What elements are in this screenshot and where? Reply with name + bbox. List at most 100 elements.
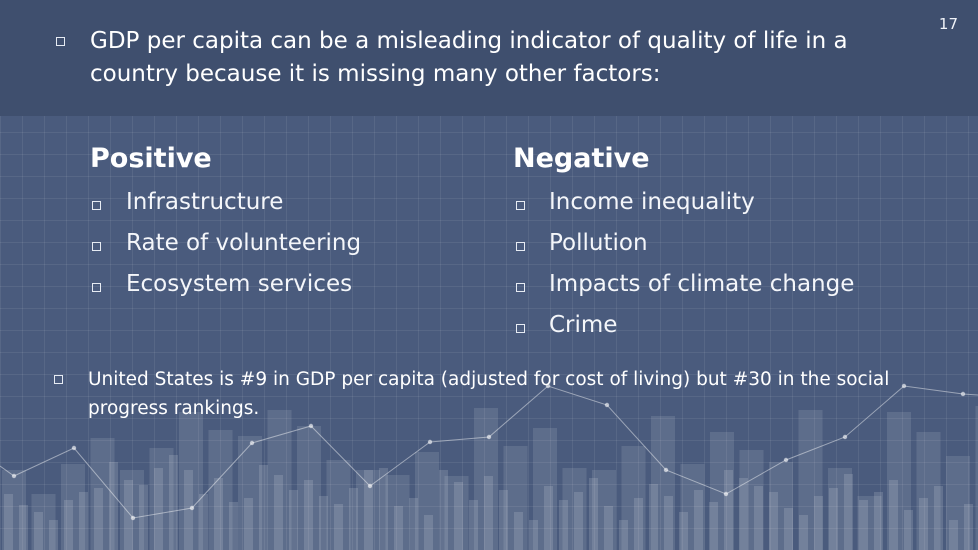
list-item: Pollution [549,230,648,256]
decorative-bar [214,478,223,550]
bullet-icon [92,201,101,210]
list-item: Crime [549,312,618,338]
decorative-bar [694,490,703,550]
decorative-bar [469,500,478,550]
decorative-point [901,383,907,389]
decorative-bar [544,486,553,550]
decorative-bar [828,468,852,550]
decorative-bar [710,432,734,550]
decorative-bar [574,492,583,550]
decorative-bar [621,446,646,550]
decorative-bar [94,488,103,550]
decorative-point [663,467,669,473]
decorative-bar [439,470,448,550]
decorative-bar [2,470,26,550]
decorative-bar [514,512,523,550]
decorative-bar [844,474,853,550]
decorative-bar [34,512,43,550]
decorative-bar [533,428,557,550]
decorative-bar [874,492,883,550]
decorative-point [130,515,136,521]
decorative-bar [592,470,616,550]
decorative-point [249,440,255,446]
decorative-point [783,457,789,463]
decorative-bar [274,475,283,550]
decorative-point [842,434,848,440]
decorative-bar [184,470,193,550]
decorative-bar [90,438,115,550]
decorative-bar [649,484,658,550]
list-item: Rate of volunteering [126,230,362,256]
decorative-bar [724,470,733,550]
decorative-bar [529,520,538,550]
decorative-bar [604,506,613,550]
decorative-bar [946,456,970,550]
decorative-bar [19,505,28,550]
decorative-bar [798,410,823,550]
decorative-bar [424,515,433,550]
decorative-bar [385,475,410,550]
decorative-bar [889,480,898,550]
decorative-bar [975,406,978,550]
decorative-bar [61,464,85,550]
decorative-bar [664,496,673,550]
decorative-bar [139,485,148,550]
decorative-bar [319,496,328,550]
decorative-bar [562,468,587,550]
decorative-bar [4,494,13,550]
decorative-point [427,439,433,445]
decorative-bar [326,460,351,550]
decorative-bar [829,488,838,550]
decorative-bar [259,465,268,550]
decorative-bar [799,515,808,550]
decorative-bar [267,410,292,550]
decorative-bar [229,502,238,550]
decorative-point [11,473,17,479]
decorative-bar [444,476,469,550]
positive-heading: Positive [90,143,212,174]
decorative-bar [244,498,253,550]
decorative-point [367,483,373,489]
decorative-bar [154,468,163,550]
decorative-bar [415,452,439,550]
bullet-icon [92,242,101,251]
list-item: Income inequality [549,189,755,215]
decorative-bar [739,450,764,550]
decorative-bar [964,504,973,550]
decorative-bar [887,412,911,550]
decorative-bar [634,498,643,550]
decorative-bar [499,490,508,550]
decorative-point [604,402,610,408]
decorative-point [189,505,195,511]
decorative-bar [769,492,778,550]
note-text: United States is #9 in GDP per capita (a… [88,369,890,419]
decorative-bar [31,494,56,550]
decorative-bar [919,498,928,550]
decorative-bar [859,500,868,550]
bullet-icon [516,201,525,210]
decorative-bar [709,502,718,550]
decorative-bar [754,486,763,550]
decorative-bar [814,496,823,550]
decorative-bar [208,430,233,550]
decorative-bar [334,504,343,550]
decorative-bar [769,462,793,550]
decorative-bar [304,480,313,550]
bullet-icon [56,37,65,46]
decorative-bar [379,468,388,550]
decorative-point [71,445,77,451]
decorative-point [723,491,729,497]
decorative-bar [679,512,688,550]
decorative-bar [454,482,463,550]
decorative-bar [120,470,144,550]
bullet-icon [92,283,101,292]
decorative-bar [857,496,882,550]
decorative-bar [238,436,262,550]
decorative-bar [364,470,373,550]
decorative-bar [349,488,358,550]
bullet-icon [516,283,525,292]
decorative-bar [356,470,380,550]
list-item: Infrastructure [126,189,284,215]
decorative-bar [949,520,958,550]
